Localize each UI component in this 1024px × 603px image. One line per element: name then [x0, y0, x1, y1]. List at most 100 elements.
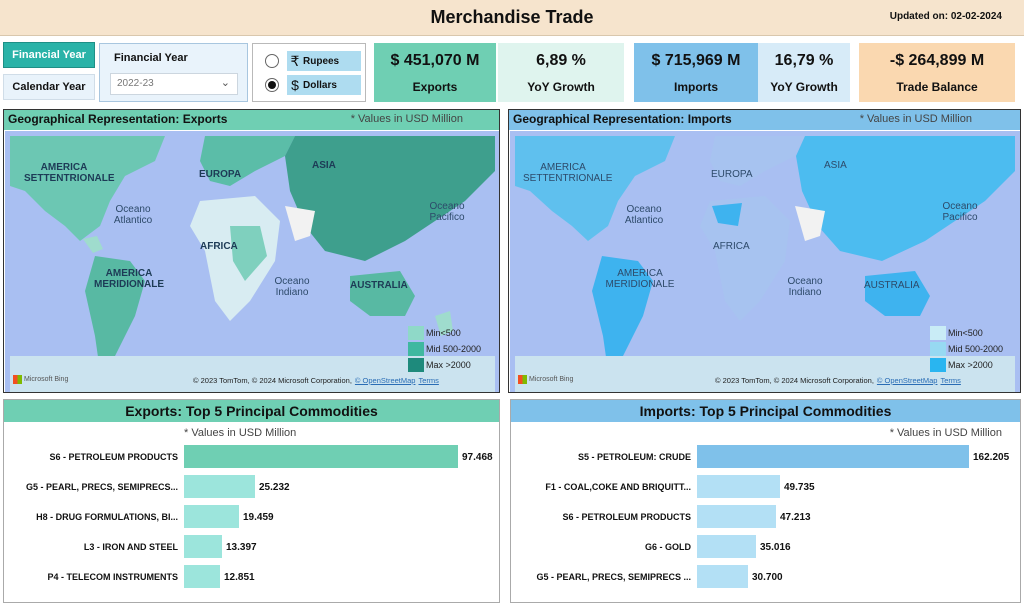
imports-commodities-chart: Imports: Top 5 Principal Commodities * V…: [510, 399, 1021, 603]
imports-map-title: Geographical Representation: Imports * V…: [509, 110, 1020, 130]
bar-category-label: G5 - PEARL, PRECS, SEMIPRECS ...: [536, 572, 691, 582]
imports-chart-title: Imports: Top 5 Principal Commodities: [511, 400, 1020, 422]
label-europe: EUROPA: [711, 169, 753, 180]
bar[interactable]: [697, 475, 780, 498]
updated-date: Updated on: 02-02-2024: [889, 11, 1002, 22]
label-north-america: AMERICA SETTENTRIONALE: [24, 162, 115, 184]
bar-category-label: S6 - PETROLEUM PRODUCTS: [562, 512, 691, 522]
bar-row[interactable]: G5 - PEARL, PRECS, SEMIPRECS... 25.232: [4, 475, 499, 499]
legend-mid: Mid 500-2000: [408, 342, 481, 356]
financial-year-value: 2022-23: [117, 78, 154, 89]
financial-year-dropdown[interactable]: 2022-23 ⌄: [110, 73, 238, 95]
legend-min: Min<500: [408, 326, 481, 340]
legend-max: Max >2000: [408, 358, 481, 372]
calendar-year-button[interactable]: Calendar Year: [3, 74, 95, 100]
bing-logo: Microsoft Bing: [13, 375, 68, 384]
exports-commodities-chart: Exports: Top 5 Principal Commodities * V…: [3, 399, 500, 603]
exports-world-map[interactable]: [5, 131, 499, 392]
bar-value-label: 35.016: [760, 542, 791, 553]
rupees-radio[interactable]: [265, 54, 279, 68]
trade-balance-value: -$ 264,899 M: [889, 51, 985, 69]
financial-year-label: Financial Year: [114, 52, 188, 64]
chevron-down-icon: ⌄: [220, 77, 230, 89]
legend-mid: Mid 500-2000: [930, 342, 1003, 356]
osm-link[interactable]: © OpenStreetMap: [876, 376, 938, 385]
bing-logo: Microsoft Bing: [518, 375, 573, 384]
bar[interactable]: [697, 535, 756, 558]
financial-year-button[interactable]: Financial Year: [3, 42, 95, 68]
financial-year-slicer: Financial Year 2022-23 ⌄: [99, 43, 248, 102]
label-europe: EUROPA: [199, 169, 242, 180]
imports-chart-note: * Values in USD Million: [889, 427, 1002, 439]
bar-row[interactable]: P4 - TELECOM INSTRUMENTS 12.851: [4, 565, 499, 589]
rupees-option[interactable]: ₹ Rupees: [287, 51, 361, 71]
bar-category-label: S6 - PETROLEUM PRODUCTS: [49, 452, 178, 462]
bar-row[interactable]: G5 - PEARL, PRECS, SEMIPRECS ... 30.700: [511, 565, 1020, 589]
bar-value-label: 19.459: [243, 512, 274, 523]
imports-value: $ 715,969 M: [651, 51, 741, 69]
map-attribution: © 2023 TomTom, © 2024 Microsoft Corporat…: [193, 376, 439, 385]
label-indian-ocean: Oceano Indiano: [274, 276, 310, 298]
header-bar: Merchandise Trade Updated on: 02-02-2024: [0, 0, 1024, 36]
dollars-option[interactable]: $ Dollars: [287, 75, 361, 95]
bar-category-label: P4 - TELECOM INSTRUMENTS: [47, 572, 178, 582]
label-north-america: AMERICA SETTENTRIONALE: [523, 162, 613, 184]
bar[interactable]: [697, 445, 969, 468]
exports-map-panel: Geographical Representation: Exports * V…: [3, 109, 500, 393]
map-attribution: © 2023 TomTom, © 2024 Microsoft Corporat…: [715, 376, 961, 385]
exports-growth-card: 6,89 % YoY Growth: [498, 43, 624, 102]
label-atlantic: Oceano Atlantico: [113, 204, 153, 226]
osm-link[interactable]: © OpenStreetMap: [354, 376, 416, 385]
bar[interactable]: [184, 475, 255, 498]
label-africa: AFRICA: [713, 241, 750, 252]
imports-label: Imports: [673, 79, 718, 94]
bar-row[interactable]: H8 - DRUG FORMULATIONS, BI... 19.459: [4, 505, 499, 529]
terms-link[interactable]: Terms: [418, 376, 439, 385]
rupees-label: Rupees: [303, 55, 340, 67]
dollars-radio[interactable]: [265, 78, 279, 92]
exports-chart-title: Exports: Top 5 Principal Commodities: [4, 400, 499, 422]
bar[interactable]: [184, 535, 222, 558]
bar-value-label: 30.700: [752, 572, 783, 583]
label-australia: AUSTRALIA: [864, 280, 920, 291]
bar[interactable]: [184, 505, 239, 528]
imports-kpi-card: $ 715,969 M Imports: [634, 43, 758, 102]
trade-balance-card: -$ 264,899 M Trade Balance: [859, 43, 1015, 102]
bar-row[interactable]: L3 - IRON AND STEEL 13.397: [4, 535, 499, 559]
label-atlantic: Oceano Atlantico: [624, 204, 664, 226]
bar-value-label: 49.735: [784, 482, 815, 493]
imports-growth-label: YoY Growth: [770, 79, 838, 94]
dollars-label: Dollars: [303, 79, 337, 91]
bar[interactable]: [697, 565, 748, 588]
bar-value-label: 25.232: [259, 482, 290, 493]
bar-category-label: F1 - COAL,COKE AND BRIQUITT...: [545, 482, 691, 492]
bar-row[interactable]: S6 - PETROLEUM PRODUCTS 47.213: [511, 505, 1020, 529]
trade-balance-label: Trade Balance: [896, 79, 978, 94]
exports-value: $ 451,070 M: [390, 51, 480, 69]
label-asia: ASIA: [824, 160, 847, 171]
label-pacific: Oceano Pacifico: [429, 201, 465, 223]
exports-map-title-text: Geographical Representation: Exports: [8, 112, 228, 126]
bar-category-label: H8 - DRUG FORMULATIONS, BI...: [36, 512, 178, 522]
bar-row[interactable]: F1 - COAL,COKE AND BRIQUITT... 49.735: [511, 475, 1020, 499]
label-south-america: AMERICA MERIDIONALE: [94, 268, 164, 290]
exports-label: Exports: [412, 79, 458, 94]
bar-row[interactable]: G6 - GOLD 35.016: [511, 535, 1020, 559]
bar[interactable]: [184, 565, 220, 588]
bar-category-label: G5 - PEARL, PRECS, SEMIPRECS...: [25, 482, 178, 492]
legend-max: Max >2000: [930, 358, 1003, 372]
dollar-icon: $: [291, 77, 299, 93]
bar-row[interactable]: S6 - PETROLEUM PRODUCTS 97.468: [4, 445, 499, 469]
exports-growth-value: 6,89 %: [536, 51, 586, 69]
imports-map-panel: Geographical Representation: Imports * V…: [508, 109, 1021, 393]
bar[interactable]: [184, 445, 458, 468]
imports-map-note: * Values in USD Million: [859, 113, 972, 125]
label-south-america: AMERICA MERIDIONALE: [605, 268, 675, 290]
bar-value-label: 12.851: [224, 572, 255, 583]
bar-row[interactable]: S5 - PETROLEUM: CRUDE 162.205: [511, 445, 1020, 469]
label-pacific: Oceano Pacifico: [942, 201, 978, 223]
bar[interactable]: [697, 505, 776, 528]
currency-slicer: ₹ Rupees $ Dollars: [252, 43, 366, 102]
terms-link[interactable]: Terms: [940, 376, 961, 385]
label-indian-ocean: Oceano Indiano: [787, 276, 823, 298]
